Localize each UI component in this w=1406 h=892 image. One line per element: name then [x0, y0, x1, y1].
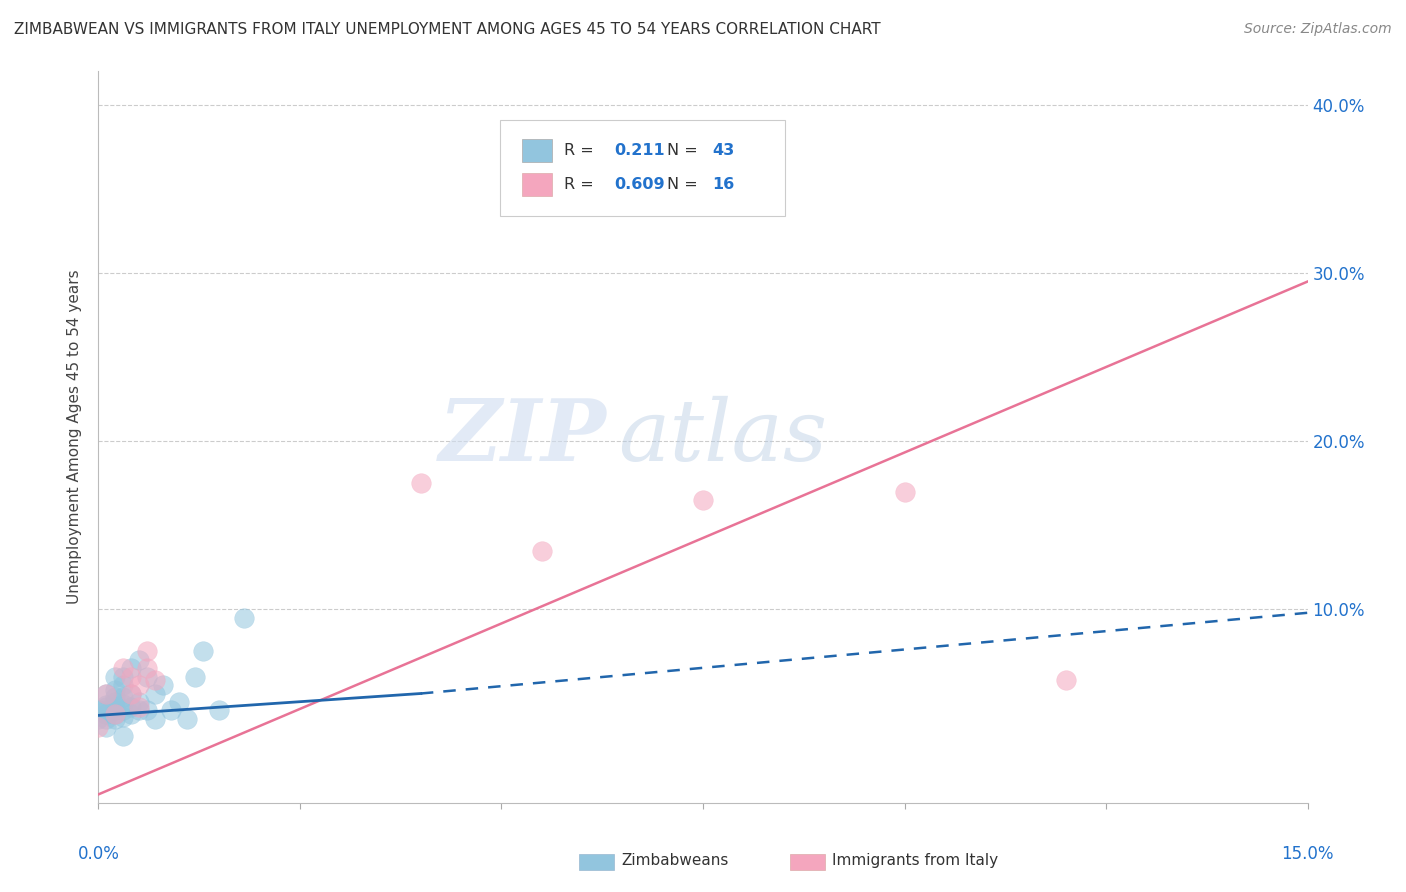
Text: atlas: atlas — [619, 396, 828, 478]
Point — [176, 712, 198, 726]
Bar — [522, 173, 553, 196]
Point — [111, 710, 134, 724]
Point — [208, 703, 231, 717]
Point — [103, 700, 125, 714]
Point — [120, 706, 142, 721]
Point — [135, 644, 157, 658]
Point — [111, 670, 134, 684]
Point — [152, 678, 174, 692]
Point — [103, 703, 125, 717]
Point — [103, 670, 125, 684]
Point — [135, 670, 157, 684]
Point — [103, 683, 125, 698]
Bar — [522, 138, 553, 162]
Point — [96, 686, 118, 700]
Point — [111, 690, 134, 704]
Text: 0.609: 0.609 — [614, 178, 665, 193]
Point — [96, 712, 118, 726]
Point — [143, 673, 166, 687]
Point — [87, 703, 110, 717]
Point — [87, 720, 110, 734]
Text: 43: 43 — [713, 143, 735, 158]
Point — [120, 686, 142, 700]
Point — [193, 644, 215, 658]
Point — [135, 661, 157, 675]
Point — [111, 703, 134, 717]
Text: R =: R = — [564, 143, 593, 158]
Y-axis label: Unemployment Among Ages 45 to 54 years: Unemployment Among Ages 45 to 54 years — [67, 269, 83, 605]
Point — [128, 678, 150, 692]
FancyBboxPatch shape — [501, 120, 785, 216]
Point — [111, 729, 134, 743]
Point — [120, 661, 142, 675]
Point — [184, 670, 207, 684]
Point — [96, 686, 118, 700]
Point — [167, 695, 190, 709]
Text: 15.0%: 15.0% — [1281, 845, 1334, 863]
Point — [143, 686, 166, 700]
Point — [893, 484, 915, 499]
Text: Immigrants from Italy: Immigrants from Italy — [832, 854, 998, 868]
Point — [103, 690, 125, 704]
Point — [96, 706, 118, 721]
Text: 0.211: 0.211 — [614, 143, 665, 158]
Point — [96, 700, 118, 714]
Point — [530, 543, 553, 558]
Point — [232, 611, 254, 625]
Point — [103, 706, 125, 721]
Point — [128, 703, 150, 717]
Text: 0.0%: 0.0% — [77, 845, 120, 863]
Point — [96, 703, 118, 717]
Text: R =: R = — [564, 178, 593, 193]
Text: 16: 16 — [713, 178, 735, 193]
Text: N =: N = — [666, 178, 697, 193]
Point — [120, 670, 142, 684]
Point — [120, 700, 142, 714]
Point — [87, 712, 110, 726]
Point — [111, 661, 134, 675]
Point — [692, 493, 714, 508]
Point — [135, 703, 157, 717]
Text: ZIP: ZIP — [439, 395, 606, 479]
Point — [96, 720, 118, 734]
Point — [128, 695, 150, 709]
Text: N =: N = — [666, 143, 697, 158]
Point — [128, 700, 150, 714]
Point — [128, 653, 150, 667]
Point — [143, 712, 166, 726]
Point — [103, 712, 125, 726]
Point — [409, 476, 432, 491]
Text: ZIMBABWEAN VS IMMIGRANTS FROM ITALY UNEMPLOYMENT AMONG AGES 45 TO 54 YEARS CORRE: ZIMBABWEAN VS IMMIGRANTS FROM ITALY UNEM… — [14, 22, 880, 37]
Point — [120, 686, 142, 700]
Text: Source: ZipAtlas.com: Source: ZipAtlas.com — [1244, 22, 1392, 37]
Text: Zimbabweans: Zimbabweans — [621, 854, 728, 868]
Point — [160, 703, 183, 717]
Point — [111, 678, 134, 692]
Point — [1054, 673, 1077, 687]
Point — [103, 695, 125, 709]
Point — [111, 697, 134, 711]
Point — [103, 706, 125, 721]
Point — [96, 698, 118, 713]
